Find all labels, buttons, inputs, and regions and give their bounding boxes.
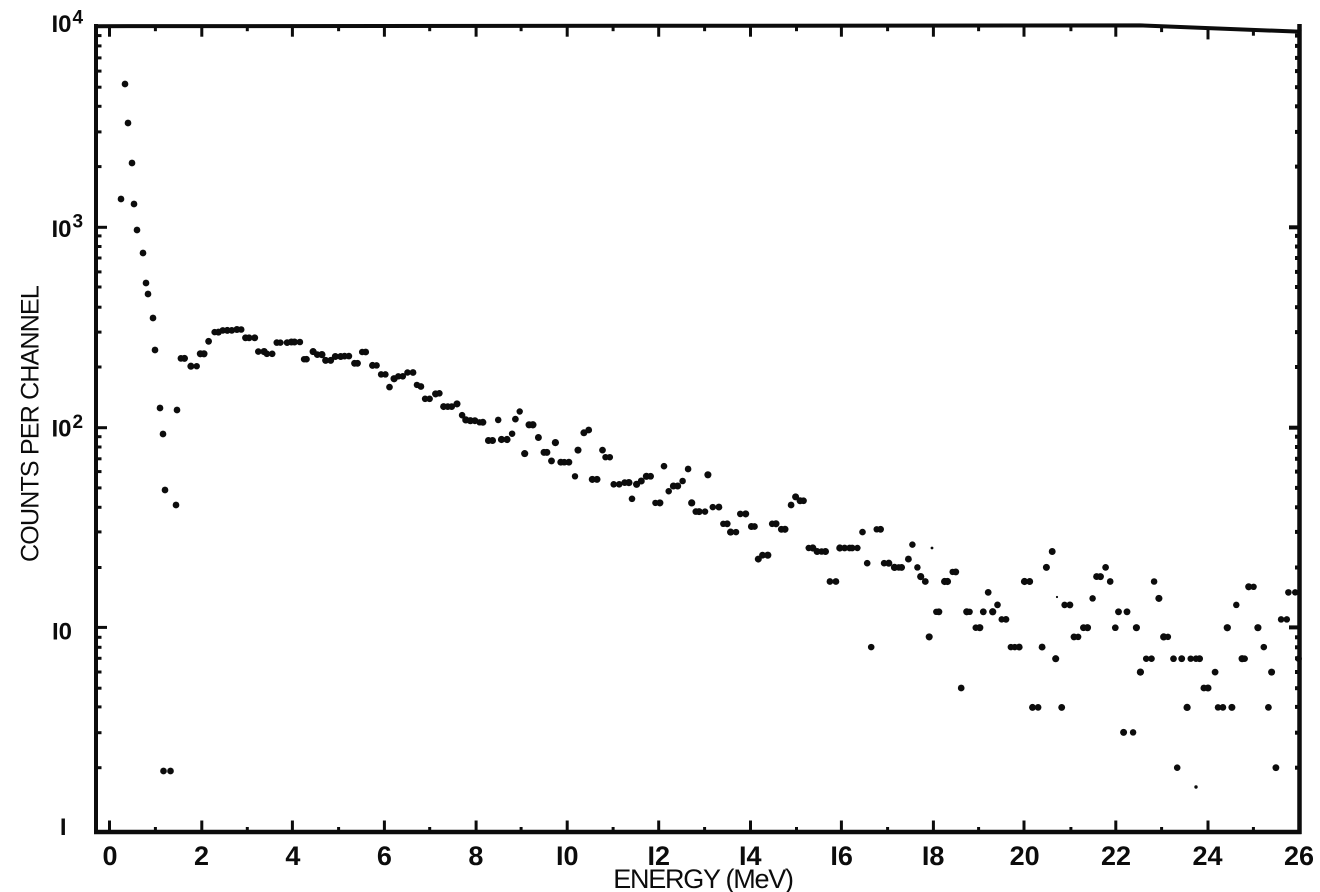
svg-text:ENERGY (MeV): ENERGY (MeV) xyxy=(613,864,793,892)
svg-text:26: 26 xyxy=(1284,841,1314,871)
svg-text:COUNTS PER CHANNEL: COUNTS PER CHANNEL xyxy=(17,285,45,562)
svg-text:24: 24 xyxy=(1192,841,1222,871)
svg-text:I0: I0 xyxy=(51,11,71,38)
svg-text:8: 8 xyxy=(468,841,483,871)
svg-text:I0: I0 xyxy=(51,416,71,443)
svg-text:I0: I0 xyxy=(52,619,72,646)
svg-text:22: 22 xyxy=(1101,841,1131,871)
svg-text:I8: I8 xyxy=(922,841,945,871)
svg-text:6: 6 xyxy=(377,841,392,871)
svg-text:I0: I0 xyxy=(51,216,71,243)
svg-text:2: 2 xyxy=(194,841,209,871)
svg-text:4: 4 xyxy=(73,8,84,29)
svg-text:I6: I6 xyxy=(830,841,853,871)
svg-text:I: I xyxy=(60,814,67,841)
svg-text:I2: I2 xyxy=(647,841,670,871)
svg-text:3: 3 xyxy=(73,212,84,233)
svg-text:0: 0 xyxy=(102,841,117,871)
svg-text:2: 2 xyxy=(73,412,84,433)
svg-text:I0: I0 xyxy=(556,841,579,871)
svg-text:20: 20 xyxy=(1010,841,1040,871)
svg-text:4: 4 xyxy=(285,841,300,871)
svg-text:I4: I4 xyxy=(739,841,762,871)
